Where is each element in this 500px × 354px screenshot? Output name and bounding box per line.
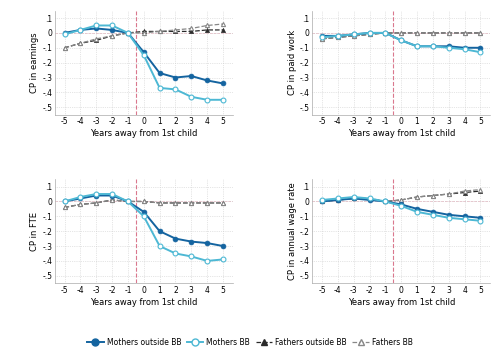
X-axis label: Years away from 1st child: Years away from 1st child — [90, 129, 198, 138]
Y-axis label: CP in paid work: CP in paid work — [288, 30, 297, 95]
Y-axis label: CP in annual wage rate: CP in annual wage rate — [288, 182, 297, 280]
Y-axis label: CP in FTE: CP in FTE — [30, 212, 40, 251]
X-axis label: Years away from 1st child: Years away from 1st child — [90, 298, 198, 307]
X-axis label: Years away from 1st child: Years away from 1st child — [348, 129, 455, 138]
Y-axis label: CP in earnings: CP in earnings — [30, 32, 40, 93]
Legend: Mothers outside BB, Mothers BB, Fathers outside BB, Fathers BB: Mothers outside BB, Mothers BB, Fathers … — [84, 335, 416, 350]
X-axis label: Years away from 1st child: Years away from 1st child — [348, 298, 455, 307]
